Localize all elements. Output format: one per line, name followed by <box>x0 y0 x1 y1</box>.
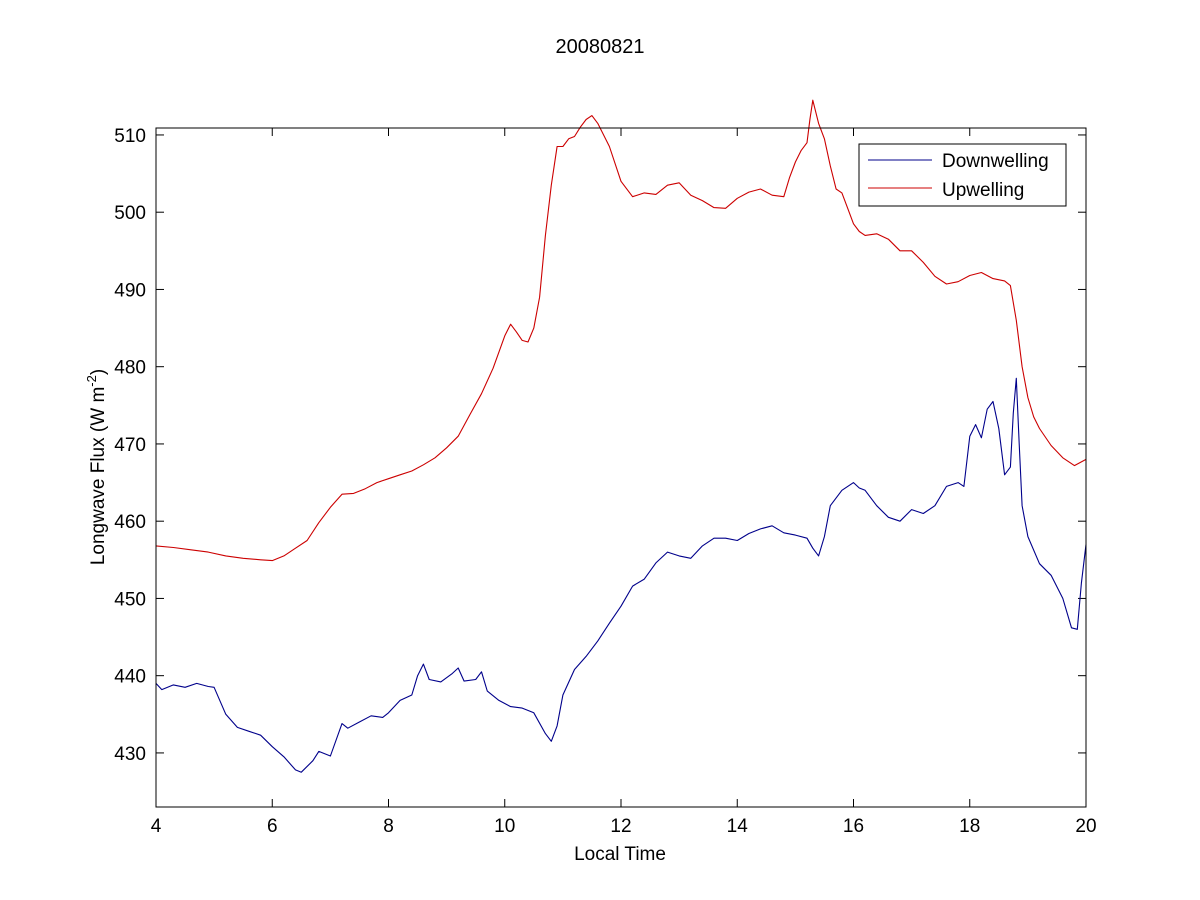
x-tick-label: 20 <box>1075 816 1096 837</box>
y-tick-label: 490 <box>114 280 146 301</box>
x-tick-label: 14 <box>727 816 749 837</box>
x-tick-label: 8 <box>383 816 394 837</box>
x-tick-label: 16 <box>843 816 864 837</box>
legend-label-upwelling: Upwelling <box>942 180 1024 201</box>
legend-box <box>858 143 1067 207</box>
y-tick-label: 450 <box>114 589 146 610</box>
y-axis-label-close: ) <box>88 369 109 375</box>
axis-ticks: 4 6 8 10 12 14 16 18 20 430 440 450 460 470 480 490 500 5… <box>114 126 1096 837</box>
y-tick-label: 440 <box>114 667 146 688</box>
y-axis-label-superscript: -2 <box>84 375 99 387</box>
y-tick-label: 430 <box>114 744 146 765</box>
x-tick-label: 18 <box>959 816 980 837</box>
y-axis-label-main: Longwave Flux (W m <box>88 387 109 565</box>
y-tick-label: 500 <box>114 203 146 224</box>
y-tick-label: 470 <box>114 435 146 456</box>
y-tick-label: 460 <box>114 512 146 533</box>
plot-frame <box>155 127 1087 808</box>
x-tick-label: 4 <box>151 816 162 837</box>
series-layer <box>155 99 1087 773</box>
chart-title: 20080821 <box>556 36 645 58</box>
x-tick-label: 6 <box>267 816 278 837</box>
x-tick-label: 12 <box>610 816 631 837</box>
y-tick-label: 480 <box>114 358 146 379</box>
y-tick-label: 510 <box>114 126 146 147</box>
legend-label-downwelling: Downwelling <box>942 151 1049 172</box>
x-axis-label: Local Time <box>574 844 666 865</box>
series-line-downwelling <box>155 377 1087 773</box>
plot-area <box>156 128 1086 807</box>
x-tick-label: 10 <box>494 816 515 837</box>
y-axis-label: Longwave Flux (W m-2) <box>84 369 109 565</box>
legend: Downwelling Upwelling <box>858 143 1067 207</box>
series-line-upwelling <box>155 99 1087 562</box>
